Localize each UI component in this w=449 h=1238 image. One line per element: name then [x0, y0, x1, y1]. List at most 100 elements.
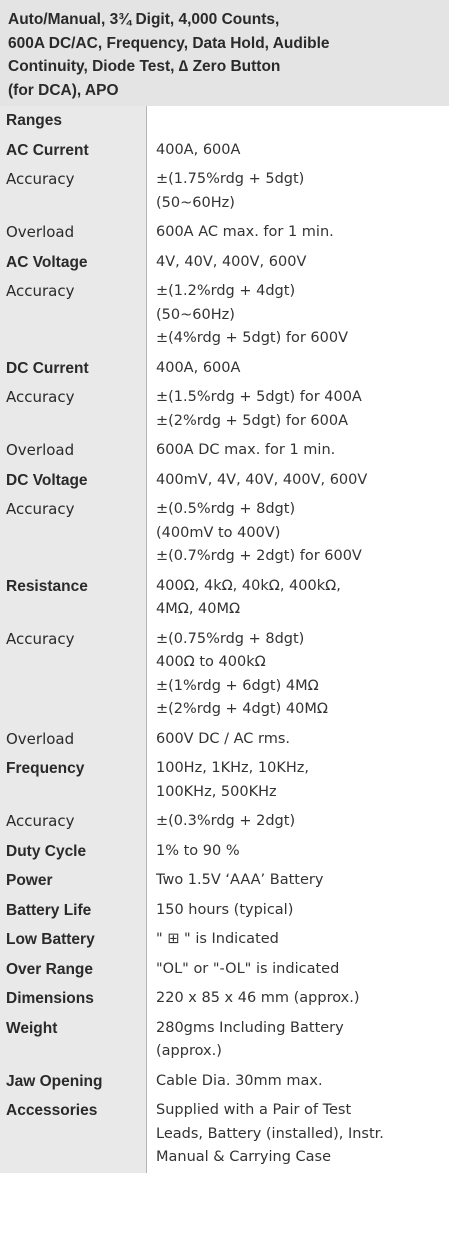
- spec-value: 400A, 600A: [146, 135, 449, 165]
- spec-value: 4V, 40V, 400V, 600V: [146, 247, 449, 277]
- spec-row: Power Two 1.5V ‘AAA’ Battery: [0, 866, 449, 896]
- spec-value: 100Hz, 1KHz, 10KHz, 100KHz, 500KHz: [146, 754, 449, 807]
- spec-row: Overload 600A AC max. for 1 min.: [0, 218, 449, 248]
- value-line: Leads, Battery (installed), Instr.: [156, 1125, 384, 1142]
- spec-value: 600V DC / AC rms.: [146, 724, 449, 754]
- value-line: 280gms Including Battery: [156, 1019, 344, 1036]
- value-line: (50~60Hz): [156, 306, 235, 323]
- value-line: 600A DC max. for 1 min.: [156, 442, 336, 458]
- sub-label: Overload: [0, 436, 146, 466]
- spec-row: Accuracy ±(0.3%rdg + 2dgt): [0, 807, 449, 837]
- spec-row: Jaw Opening Cable Dia. 30mm max.: [0, 1066, 449, 1096]
- spec-value: Cable Dia. 30mm max.: [146, 1066, 449, 1096]
- value-line: ±(2%rdg + 4dgt) 40MΩ: [156, 701, 328, 717]
- value-line: ±(2%rdg + 5dgt) for 600A: [156, 412, 349, 429]
- value-line: ±(1.2%rdg + 4dgt): [156, 283, 296, 299]
- spec-row: Accuracy ±(1.75%rdg + 5dgt) (50~60Hz): [0, 165, 449, 218]
- value-line: 400Ω, 4kΩ, 40kΩ, 400kΩ,: [156, 577, 341, 594]
- sub-label: Accuracy: [0, 495, 146, 572]
- spec-value: ±(0.5%rdg + 8dgt) (400mV to 400V) ±(0.7%rd…: [146, 495, 449, 572]
- value-line: " ⊞ " is Indicated: [156, 931, 279, 947]
- value-line: ±(1%rdg + 6dgt) 4MΩ: [156, 677, 319, 694]
- value-line: Cable Dia. 30mm max.: [156, 1072, 323, 1089]
- section-title: DC Voltage: [0, 465, 146, 495]
- section-title: Over Range: [0, 954, 146, 984]
- spec-row: DC Voltage 400mV, 4V, 40V, 400V, 600V: [0, 465, 449, 495]
- value-line: ±(1.5%rdg + 5dgt) for 400A: [156, 389, 362, 405]
- spec-row: Accuracy ±(0.5%rdg + 8dgt) (400mV to 400V)…: [0, 495, 449, 572]
- spec-row: Low Battery " ⊞ " is Indicated: [0, 925, 449, 955]
- value-line: 600V DC / AC rms.: [156, 730, 290, 747]
- value-line: (approx.): [156, 1043, 222, 1059]
- value-line: ±(1.75%rdg + 5dgt): [156, 171, 305, 187]
- spec-value: 600A DC max. for 1 min.: [146, 436, 449, 466]
- spec-row: Battery Life 150 hours (typical): [0, 895, 449, 925]
- spec-row: Accessories Supplied with a Pair of Test L…: [0, 1096, 449, 1173]
- ranges-row: Ranges: [0, 106, 449, 136]
- ranges-label: Ranges: [0, 106, 146, 136]
- spec-row: Frequency 100Hz, 1KHz, 10KHz, 100KHz, 500K…: [0, 754, 449, 807]
- spec-row: Resistance 400Ω, 4kΩ, 40kΩ, 400kΩ, 4MΩ, 40…: [0, 571, 449, 625]
- spec-row: Accuracy ±(0.75%rdg + 8dgt) 400Ω to 400kΩ ±…: [0, 624, 449, 725]
- value-line: 150 hours (typical): [156, 901, 294, 918]
- value-line: 400A, 600A: [156, 359, 241, 376]
- section-title: AC Current: [0, 135, 146, 165]
- value-line: 400Ω to 400kΩ: [156, 654, 266, 670]
- section-title: Dimensions: [0, 984, 146, 1014]
- spec-row: Overload 600V DC / AC rms.: [0, 724, 449, 754]
- section-title: Weight: [0, 1013, 146, 1067]
- sub-label: Accuracy: [0, 277, 146, 354]
- value-line: 1% to 90 %: [156, 842, 240, 859]
- sub-label: Overload: [0, 724, 146, 754]
- sub-label: Accuracy: [0, 624, 146, 725]
- value-line: (400mV to 400V): [156, 524, 281, 541]
- spec-value: 400Ω, 4kΩ, 40kΩ, 400kΩ, 4MΩ, 40MΩ: [146, 571, 449, 625]
- spec-value: ±(0.3%rdg + 2dgt): [146, 807, 449, 837]
- value-line: ±(0.3%rdg + 2dgt): [156, 813, 296, 829]
- value-line: (50~60Hz): [156, 194, 235, 211]
- spec-row: Dimensions 220 x 85 x 46 mm (approx.): [0, 984, 449, 1014]
- section-title: Power: [0, 866, 146, 896]
- spec-value: 400mV, 4V, 40V, 400V, 600V: [146, 465, 449, 495]
- section-title: Jaw Opening: [0, 1066, 146, 1096]
- spec-row: Accuracy ±(1.5%rdg + 5dgt) for 400A ±(2%rd…: [0, 383, 449, 436]
- value-line: Supplied with a Pair of Test: [156, 1102, 352, 1118]
- value-line: 400mV, 4V, 40V, 400V, 600V: [156, 471, 368, 488]
- spec-value: 150 hours (typical): [146, 895, 449, 925]
- spec-value: 280gms Including Battery (approx.): [146, 1013, 449, 1067]
- spec-value: 220 x 85 x 46 mm (approx.): [146, 984, 449, 1014]
- value-line: ±(4%rdg + 5dgt) for 600V: [156, 330, 349, 346]
- section-title: Resistance: [0, 571, 146, 625]
- rows: AC Current 400A, 600A Accuracy ±(1.75%rdg +…: [0, 135, 449, 1173]
- section-title: Low Battery: [0, 925, 146, 955]
- section-title: Accessories: [0, 1096, 146, 1173]
- spec-value: ±(1.2%rdg + 4dgt) (50~60Hz) ±(4%rdg + 5dgt…: [146, 277, 449, 354]
- header-line: Auto/Manual, 3¾ Digit, 4,000 Counts,: [8, 11, 280, 28]
- section-title: Duty Cycle: [0, 836, 146, 866]
- spec-value: ±(0.75%rdg + 8dgt) 400Ω to 400kΩ ±(1%rdg +…: [146, 624, 449, 725]
- value-line: ±(0.5%rdg + 8dgt): [156, 501, 296, 517]
- value-line: "OL" or "-OL" is indicated: [156, 960, 340, 977]
- value-line: ±(0.7%rdg + 2dgt) for 600V: [156, 548, 362, 564]
- value-line: 100KHz, 500KHz: [156, 783, 277, 800]
- spec-row: Accuracy ±(1.2%rdg + 4dgt) (50~60Hz) ±(4%rd…: [0, 277, 449, 354]
- sub-label: Overload: [0, 218, 146, 248]
- header-line: Continuity, Diode Test, ∆ Zero Button: [8, 58, 281, 75]
- spec-row: DC Current 400A, 600A: [0, 353, 449, 383]
- spec-value: 600A AC max. for 1 min.: [146, 218, 449, 248]
- spec-row: Overload 600A DC max. for 1 min.: [0, 436, 449, 466]
- value-line: 220 x 85 x 46 mm (approx.): [156, 990, 360, 1006]
- spec-value: Two 1.5V ‘AAA’ Battery: [146, 866, 449, 896]
- header: Auto/Manual, 3¾ Digit, 4,000 Counts, 600A…: [0, 0, 449, 106]
- section-title: Frequency: [0, 754, 146, 807]
- value-line: ±(0.75%rdg + 8dgt): [156, 630, 305, 647]
- value-line: 4V, 40V, 400V, 600V: [156, 253, 307, 270]
- spec-value: 400A, 600A: [146, 353, 449, 383]
- value-line: 100Hz, 1KHz, 10KHz,: [156, 760, 309, 776]
- value-line: 600A AC max. for 1 min.: [156, 224, 334, 240]
- spec-value: ±(1.75%rdg + 5dgt) (50~60Hz): [146, 165, 449, 218]
- spec-value: 1% to 90 %: [146, 836, 449, 866]
- value-line: Two 1.5V ‘AAA’ Battery: [156, 872, 324, 888]
- value-line: Manual & Carrying Case: [156, 1149, 331, 1165]
